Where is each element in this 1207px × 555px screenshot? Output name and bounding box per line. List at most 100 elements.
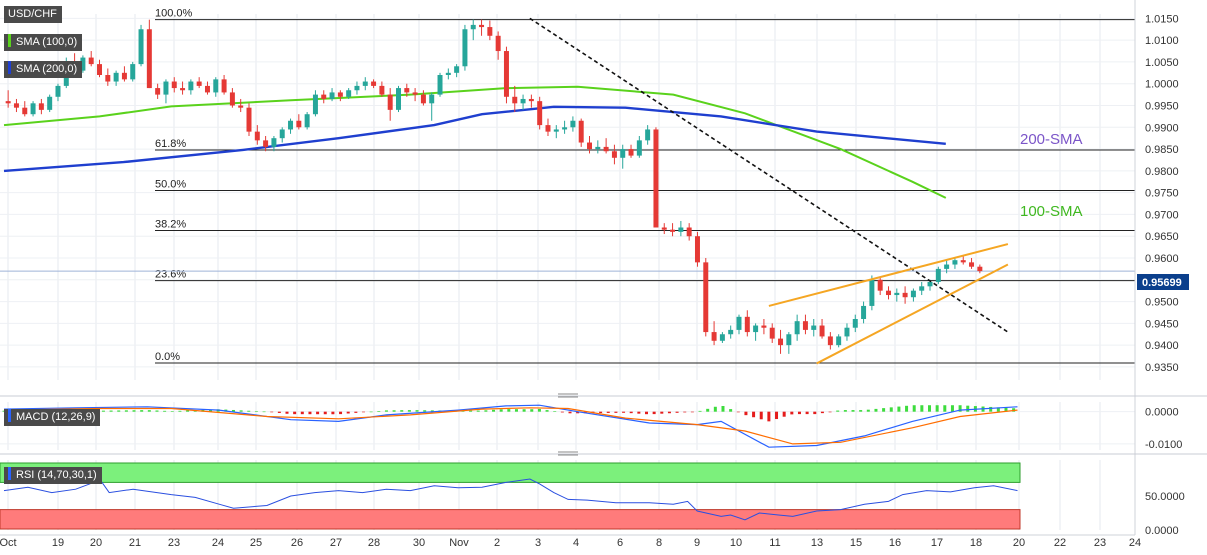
candle-body [13,103,19,108]
candle-body [952,260,958,265]
candle-body [603,146,609,152]
x-tick-label: 9 [694,537,700,549]
macd-histogram-bar [928,405,932,412]
macd-histogram-bar [384,410,388,412]
macd-histogram-bar [354,411,358,413]
sma100-line [3,85,947,199]
macd-histogram-bar [423,410,427,412]
macd-histogram-bar [851,410,855,412]
x-tick-label: 22 [1054,537,1066,549]
candle-body [337,92,343,97]
y-tick-label: 0.9600 [1145,253,1179,265]
candle-body [786,334,792,346]
macd-tick-label: -0.0100 [1145,439,1182,451]
candle-body [88,57,94,65]
macd-histogram-bar [507,409,511,412]
candle-body [30,103,36,115]
candle-body [80,57,86,71]
candle-body [678,227,684,232]
candle-body [570,120,576,128]
macd-histogram-bar [537,408,541,412]
x-tick-label: 25 [250,537,262,549]
macd-histogram-bar [285,411,289,414]
x-tick-label: 21 [129,537,141,549]
candle-body [5,101,11,104]
macd-histogram-bar [178,410,182,412]
x-tick-label: 19 [52,537,64,549]
macd-histogram-bar [943,405,947,412]
x-tick-label: 6 [617,537,623,549]
symbol-tag[interactable]: USD/CHF [4,6,62,23]
candle-body [919,286,925,291]
candle-body [819,325,825,337]
candle-body [611,151,617,158]
candle-body [47,96,53,110]
macd-histogram-bar [270,411,274,413]
macd-histogram-bar [308,411,312,415]
x-tick-label: Nov [449,537,469,549]
candle-body [653,129,659,228]
rsi-tag[interactable]: RSI (14,70,30,1) [4,467,102,484]
symbol-label: USD/CHF [8,8,57,20]
macd-histogram-bar [828,411,832,413]
candle-body [495,35,501,52]
macd-histogram-bar [866,409,870,412]
trendlines [529,17,1009,365]
rsi-swatch [8,467,11,480]
candle-body [38,103,44,110]
y-tick-label: 0.9950 [1145,101,1179,113]
y-tick-label: 0.9700 [1145,209,1179,221]
sma200-tag[interactable]: SMA (200,0) [4,61,83,78]
y-tick-label: 0.9450 [1145,318,1179,330]
sma100-tag-label: SMA (100,0) [16,36,78,48]
candle-body [354,85,360,91]
wedge-lower-line [816,263,1009,365]
rsi-panel: 50.0000 0.0000 [0,462,1185,537]
macd-histogram-bar [361,411,365,413]
macd-histogram-bar [920,405,924,412]
candle-body [512,96,518,104]
macd-histogram-bar [912,405,916,412]
sma100-tag[interactable]: SMA (100,0) [4,34,83,51]
candle-body [155,88,161,95]
macd-histogram-bar [484,410,488,412]
x-tick-label: 11 [769,537,780,549]
macd-histogram-bar [163,410,167,412]
candle-body [844,327,850,337]
macd-histogram-bar [568,411,572,414]
candle-body [213,79,219,93]
macd-histogram-bar [797,411,801,415]
macd-histogram-bar [560,411,564,413]
macd-histogram-bar [629,411,633,414]
macd-histogram-bar [660,411,664,414]
sma200-tag-label: SMA (200,0) [16,63,78,75]
candle-body [562,127,568,130]
macd-histogram-bar [790,411,794,415]
macd-histogram-bar [476,410,480,412]
candle-body [744,316,750,333]
candle-body [960,260,966,263]
macd-tag[interactable]: MACD (12,26,9) [4,409,101,426]
candle-body [454,66,460,73]
x-tick-label: 15 [850,537,862,549]
x-tick-label: Oct [0,537,17,549]
candle-body [171,81,177,89]
candle-body [246,107,252,132]
candle-body [836,336,842,346]
macd-panel: 0.0000 -0.0100 [0,404,1182,451]
macd-histogram-bar [415,410,419,412]
macd-histogram-bar [499,409,503,412]
candle-body [55,85,61,97]
macd-histogram-bar [667,411,671,414]
macd-histogram-bar [599,411,603,414]
macd-histogram-bar [752,411,756,418]
macd-histogram-bar [1004,407,1008,412]
macd-tick-label: 0.0000 [1145,407,1179,419]
macd-histogram-bar [767,411,771,422]
candle-body [578,120,584,143]
candle-body [686,227,692,237]
macd-histogram-bar [522,409,526,412]
macd-histogram-bar [545,410,549,412]
y-tick-label: 0.9900 [1145,122,1179,134]
